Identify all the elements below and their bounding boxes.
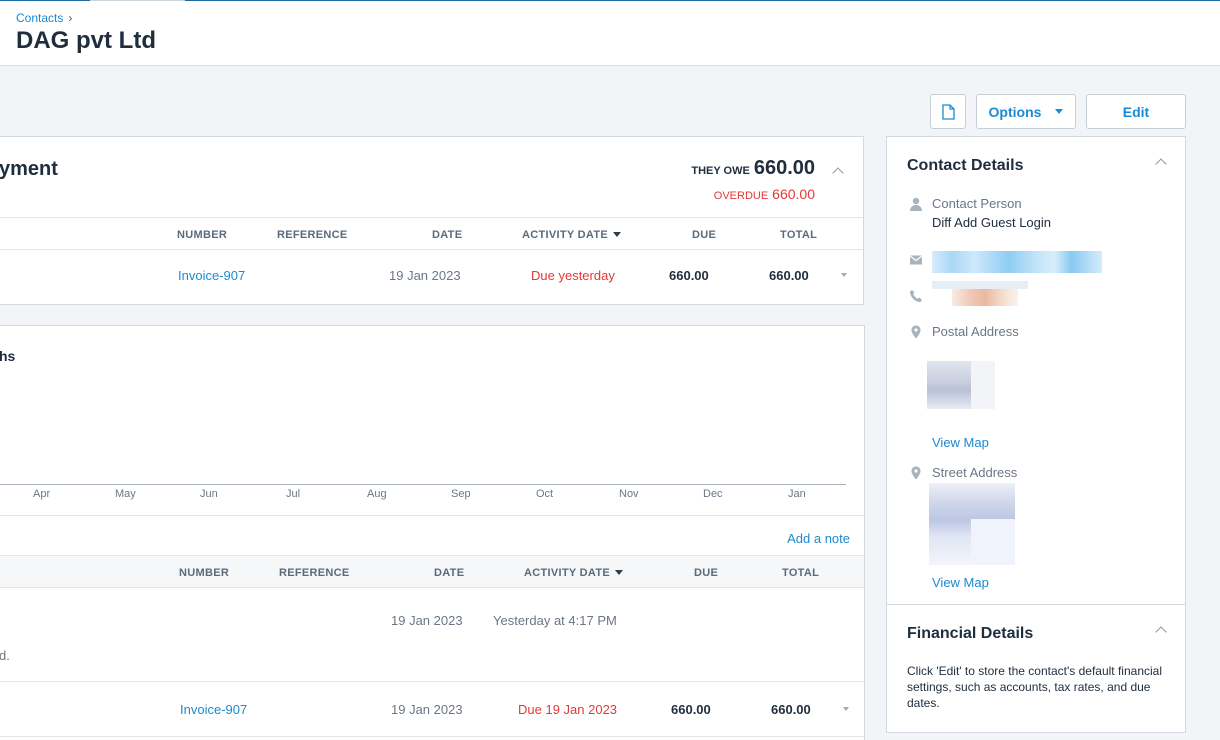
phone-value-redacted[interactable] [952, 289, 1018, 306]
financial-details-text: Click 'Edit' to store the contact's defa… [907, 664, 1162, 710]
phone-value-redacted-top [932, 281, 1028, 289]
column-due[interactable]: DUE [692, 229, 717, 241]
note-date: 19 Jan 2023 [391, 613, 463, 628]
breadcrumb: Contacts › [16, 11, 72, 25]
column-number[interactable]: NUMBER [179, 567, 230, 579]
month-tick: Jun [200, 488, 218, 500]
month-tick: May [115, 488, 136, 500]
financial-details-title: Financial Details [907, 625, 1034, 642]
column-number[interactable]: NUMBER [177, 229, 228, 241]
email-value-redacted[interactable] [932, 251, 1102, 273]
breadcrumb-separator: › [68, 11, 73, 25]
section-divider [887, 604, 1185, 605]
row-menu-caret-icon[interactable] [841, 273, 847, 277]
column-activity-date[interactable]: ACTIVITY DATE [524, 567, 623, 579]
column-activity-date[interactable]: ACTIVITY DATE [522, 229, 621, 241]
contact-person-label: Contact Person [932, 196, 1022, 211]
invoice-date: 19 Jan 2023 [391, 702, 463, 717]
note-activity: Yesterday at 4:17 PM [493, 613, 617, 628]
person-icon [910, 197, 922, 211]
row-divider [0, 681, 864, 682]
table-header: NUMBER REFERENCE DATE ACTIVITY DATE DUE … [0, 217, 863, 250]
street-address-redacted-edge [971, 519, 1015, 565]
they-owe-label: THEY OWE [691, 165, 750, 177]
activity-status: Due 19 Jan 2023 [518, 702, 618, 717]
they-owe-amount: 660.00 [753, 157, 815, 179]
total-amount: 660.00 [771, 702, 811, 717]
phone-icon [910, 290, 922, 302]
sort-down-icon [613, 232, 621, 237]
invoice-number-link[interactable]: Invoice-907 [178, 268, 246, 283]
invoice-date: 19 Jan 2023 [389, 268, 461, 283]
column-date[interactable]: DATE [434, 567, 465, 579]
section-divider [0, 515, 864, 516]
overdue: OVERDUE 660.00 [714, 186, 815, 204]
collapse-chevron-icon[interactable] [1155, 158, 1167, 170]
due-amount: 660.00 [669, 268, 709, 283]
table-row[interactable]: 19 Jan 2023 Yesterday at 4:17 PM d. [0, 613, 864, 683]
page-header: Contacts › DAG pvt Ltd [0, 1, 1220, 66]
postal-view-map-link[interactable]: View Map [932, 435, 989, 450]
column-total[interactable]: TOTAL [780, 229, 818, 241]
collapse-chevron-icon[interactable] [832, 167, 844, 179]
month-tick: Oct [536, 488, 554, 500]
document-button[interactable] [930, 94, 966, 129]
sort-down-icon [615, 570, 623, 575]
total-amount: 660.00 [769, 268, 809, 283]
contact-person-value: Diff Add Guest Login [932, 215, 1052, 230]
month-tick: Jan [788, 488, 806, 500]
month-tick: Apr [33, 488, 51, 500]
they-owe: THEY OWE 660.00 [691, 157, 815, 180]
month-tick: Sep [451, 488, 471, 500]
note-text: d. [0, 648, 10, 663]
column-due[interactable]: DUE [694, 567, 719, 579]
overdue-label: OVERDUE [713, 190, 769, 202]
street-address-label: Street Address [932, 465, 1018, 480]
street-view-map-link[interactable]: View Map [932, 575, 989, 590]
collapse-chevron-icon[interactable] [1155, 626, 1167, 638]
graph-x-axis [0, 484, 846, 485]
options-label: Options [988, 103, 1042, 120]
contact-details-title: Contact Details [907, 157, 1024, 174]
graph-title: hs [0, 348, 16, 364]
activity-status: Due yesterday [531, 268, 615, 283]
due-amount: 660.00 [671, 702, 711, 717]
column-activity-date-label: ACTIVITY DATE [524, 567, 610, 579]
map-pin-icon [911, 325, 921, 339]
row-menu-caret-icon[interactable] [843, 707, 849, 711]
row-divider [0, 736, 864, 737]
activity-panel: hs Apr May Jun Jul Aug Sep Oct Nov Dec J… [0, 325, 865, 740]
panel-title: yment [0, 158, 58, 180]
contact-details-panel: Contact Details Contact Person Diff Add … [886, 136, 1186, 733]
awaiting-payment-panel: yment THEY OWE 660.00 OVERDUE 660.00 NUMBE… [0, 136, 864, 305]
add-note-link[interactable]: Add a note [787, 531, 850, 546]
edit-button[interactable]: Edit [1086, 94, 1186, 129]
options-button[interactable]: Options [976, 94, 1076, 129]
column-total[interactable]: TOTAL [782, 567, 820, 579]
column-date[interactable]: DATE [432, 229, 463, 241]
email-icon [909, 255, 923, 265]
column-reference[interactable]: REFERENCE [277, 229, 348, 241]
breadcrumb-contacts-link[interactable]: Contacts [16, 11, 64, 25]
column-activity-date-label: ACTIVITY DATE [522, 229, 608, 241]
postal-address-label: Postal Address [932, 324, 1019, 339]
column-reference[interactable]: REFERENCE [279, 567, 350, 579]
month-tick: Dec [703, 488, 723, 500]
activity-table-header: NUMBER REFERENCE DATE ACTIVITY DATE DUE … [0, 555, 864, 588]
month-tick: Nov [619, 488, 639, 500]
postal-address-redacted-edge [971, 361, 995, 409]
month-tick: Jul [286, 488, 301, 500]
month-tick: Aug [367, 488, 387, 500]
invoice-number-link[interactable]: Invoice-907 [180, 702, 248, 717]
document-icon [941, 103, 955, 120]
overdue-amount: 660.00 [772, 186, 815, 202]
map-pin-icon [911, 466, 921, 480]
caret-down-icon [1055, 109, 1064, 114]
page-title: DAG pvt Ltd [16, 27, 156, 54]
